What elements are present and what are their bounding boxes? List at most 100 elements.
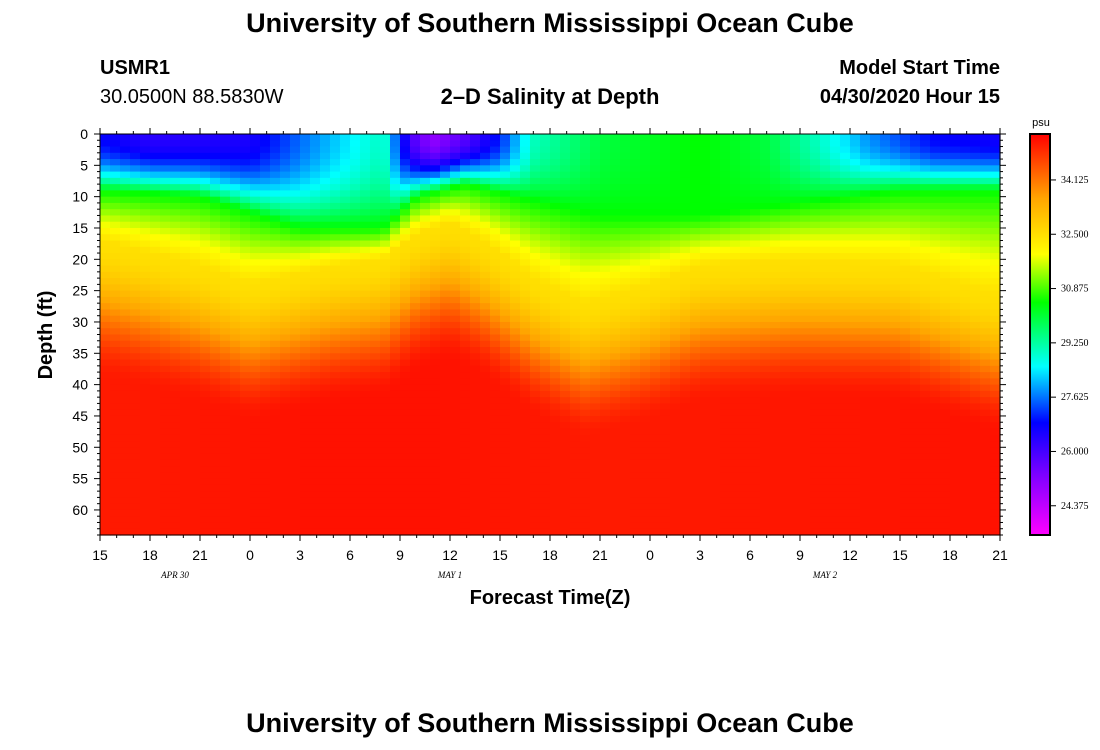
heatmap-cell — [220, 347, 231, 354]
heatmap-cell — [750, 447, 761, 455]
heatmap-cell — [800, 340, 811, 348]
heatmap-cell — [150, 196, 161, 204]
heatmap-cell — [730, 202, 741, 210]
heatmap-cell — [640, 221, 651, 229]
heatmap-cell — [280, 334, 291, 342]
heatmap-cell — [390, 146, 401, 154]
heatmap-cell — [280, 409, 291, 417]
heatmap-cell — [770, 359, 781, 367]
heatmap-cell — [650, 152, 661, 160]
heatmap-cell — [750, 184, 761, 191]
heatmap-cell — [780, 246, 791, 254]
heatmap-cell — [870, 227, 881, 235]
heatmap-cell — [440, 221, 451, 229]
heatmap-cell — [280, 328, 291, 336]
heatmap-cell — [740, 347, 751, 354]
heatmap-cell — [750, 234, 761, 242]
heatmap-cell — [720, 315, 731, 323]
heatmap-cell — [210, 171, 221, 179]
heatmap-cell — [860, 409, 871, 417]
heatmap-cell — [700, 365, 711, 373]
heatmap-cell — [730, 315, 741, 323]
heatmap-cell — [160, 441, 171, 448]
heatmap-cell — [250, 378, 261, 386]
heatmap-cell — [530, 453, 541, 461]
heatmap-cell — [830, 428, 841, 436]
heatmap-cell — [100, 152, 111, 160]
heatmap-cell — [590, 516, 601, 524]
heatmap-cell — [820, 328, 831, 336]
heatmap-cell — [520, 497, 531, 505]
heatmap-cell — [290, 516, 301, 524]
heatmap-cell — [220, 246, 231, 254]
heatmap-cell — [670, 491, 681, 499]
heatmap-cell — [260, 403, 271, 411]
heatmap-cell — [530, 472, 541, 480]
heatmap-cell — [660, 372, 671, 379]
heatmap-cell — [620, 378, 631, 386]
heatmap-cell — [580, 246, 591, 254]
heatmap-cell — [770, 497, 781, 505]
heatmap-cell — [760, 215, 771, 223]
heatmap-cell — [780, 140, 791, 148]
heatmap-cell — [830, 415, 841, 423]
heatmap-cell — [640, 378, 651, 386]
heatmap-cell — [190, 134, 201, 141]
heatmap-cell — [260, 209, 271, 217]
heatmap-cell — [790, 253, 801, 260]
heatmap-cell — [550, 321, 561, 329]
heatmap-cell — [340, 246, 351, 254]
heatmap-cell — [800, 441, 811, 448]
heatmap-cell — [790, 472, 801, 480]
heatmap-cell — [560, 466, 571, 473]
heatmap-cell — [320, 209, 331, 217]
heatmap-cell — [640, 253, 651, 260]
heatmap-cell — [190, 259, 201, 267]
heatmap-cell — [120, 234, 131, 242]
heatmap-cell — [780, 171, 791, 179]
heatmap-cell — [710, 334, 721, 342]
heatmap-cell — [320, 509, 331, 517]
heatmap-cell — [220, 491, 231, 499]
heatmap-cell — [680, 334, 691, 342]
heatmap-cell — [240, 472, 251, 480]
heatmap-cell — [680, 459, 691, 467]
heatmap-cell — [600, 177, 611, 185]
heatmap-cell — [280, 146, 291, 154]
heatmap-cell — [640, 522, 651, 530]
heatmap-cell — [340, 234, 351, 242]
heatmap-cell — [790, 284, 801, 292]
heatmap-cell — [120, 447, 131, 455]
heatmap-cell — [160, 271, 171, 279]
heatmap-cell — [550, 140, 561, 148]
heatmap-cell — [520, 246, 531, 254]
heatmap-cell — [470, 146, 481, 154]
heatmap-cell — [710, 503, 721, 511]
heatmap-cell — [300, 184, 311, 191]
heatmap-cell — [170, 309, 181, 317]
heatmap-cell — [830, 321, 841, 329]
heatmap-cell — [820, 509, 831, 517]
heatmap-cell — [310, 509, 321, 517]
heatmap-cell — [800, 321, 811, 329]
heatmap-cell — [430, 134, 441, 141]
heatmap-cell — [310, 152, 321, 160]
heatmap-cell — [540, 296, 551, 304]
heatmap-cell — [720, 159, 731, 166]
heatmap-cell — [270, 246, 281, 254]
heatmap-cell — [600, 491, 611, 499]
heatmap-cell — [610, 459, 621, 467]
heatmap-cell — [160, 296, 171, 304]
heatmap-cell — [220, 434, 231, 442]
heatmap-cell — [120, 365, 131, 373]
heatmap-cell — [460, 365, 471, 373]
heatmap-cell — [680, 196, 691, 204]
heatmap-cell — [730, 278, 741, 285]
heatmap-cell — [360, 334, 371, 342]
heatmap-cell — [430, 390, 441, 398]
heatmap-cell — [460, 334, 471, 342]
heatmap-cell — [670, 497, 681, 505]
heatmap-cell — [670, 447, 681, 455]
heatmap-cell — [490, 278, 501, 285]
heatmap-cell — [800, 196, 811, 204]
